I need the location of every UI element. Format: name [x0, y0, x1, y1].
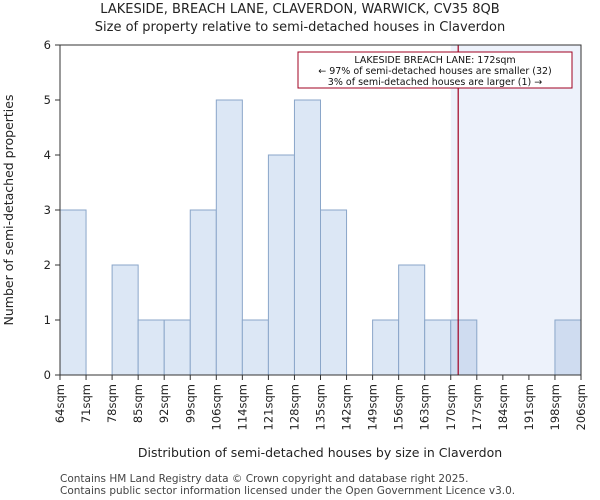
plot-area: LAKESIDE BREACH LANE: 172sqm ← 97% of se…	[44, 38, 588, 430]
bar-163sqm	[424, 319, 452, 376]
x-tick-label-177sqm: 177sqm	[470, 384, 484, 430]
bar-99sqm	[189, 209, 217, 376]
x-tick-label-135sqm: 135sqm	[314, 384, 328, 430]
y-tick-label-5: 5	[44, 93, 51, 107]
annotation-line-3: 3% of semi-detached houses are larger (1…	[328, 77, 542, 88]
bar-156sqm	[398, 264, 426, 376]
bar-135sqm	[320, 209, 348, 376]
x-tick-label-184sqm: 184sqm	[496, 384, 510, 430]
y-axis: 0 1 2 3 4 5 6	[44, 38, 60, 382]
footer-line-1: Contains HM Land Registry data © Crown c…	[60, 473, 468, 485]
y-tick-label-2: 2	[44, 258, 51, 272]
x-tick-label-71sqm: 71sqm	[79, 384, 93, 423]
x-tick-label-106sqm: 106sqm	[209, 384, 223, 430]
bar-64sqm	[59, 209, 87, 376]
x-tick-label-163sqm: 163sqm	[418, 384, 432, 430]
x-tick-label-78sqm: 78sqm	[105, 384, 119, 423]
bar-85sqm	[137, 319, 165, 376]
x-tick-label-64sqm: 64sqm	[53, 384, 67, 423]
x-tick-label-142sqm: 142sqm	[340, 384, 354, 430]
bar-92sqm	[163, 319, 191, 376]
x-tick-label-170sqm: 170sqm	[444, 384, 458, 430]
x-tick-label-191sqm: 191sqm	[522, 384, 536, 430]
bar-170sqm	[450, 319, 478, 376]
x-tick-label-156sqm: 156sqm	[392, 384, 406, 430]
bar-128sqm	[293, 99, 322, 376]
bar-121sqm	[267, 154, 295, 376]
annotation-line-1: LAKESIDE BREACH LANE: 172sqm	[354, 55, 515, 66]
y-tick-label-6: 6	[44, 38, 51, 52]
bar-78sqm	[111, 264, 139, 376]
x-tick-label-114sqm: 114sqm	[235, 384, 249, 430]
y-tick-label-0: 0	[44, 368, 51, 382]
x-axis-label: Distribution of semi-detached houses by …	[138, 445, 502, 460]
bar-106sqm	[215, 99, 243, 376]
annotation-box-border	[297, 51, 573, 89]
y-tick-label-1: 1	[44, 313, 51, 327]
y-axis-label: Number of semi-detached properties	[1, 95, 16, 326]
x-tick-label-85sqm: 85sqm	[131, 384, 145, 423]
annotation-line-2: ← 97% of semi-detached houses are smalle…	[318, 66, 552, 77]
x-tick-label-121sqm: 121sqm	[261, 384, 275, 430]
chart-subtitle: Size of property relative to semi-detach…	[95, 20, 505, 35]
footer-line-2: Contains public sector information licen…	[60, 485, 515, 497]
x-tick-label-128sqm: 128sqm	[287, 384, 301, 430]
x-tick-label-99sqm: 99sqm	[183, 384, 197, 423]
x-tick-label-149sqm: 149sqm	[366, 384, 380, 430]
bars-group	[59, 99, 582, 376]
bar-198sqm	[554, 319, 582, 376]
annotation-box: LAKESIDE BREACH LANE: 172sqm ← 97% of se…	[297, 51, 573, 89]
bar-114sqm	[241, 319, 269, 376]
x-tick-label-198sqm: 198sqm	[548, 384, 562, 430]
x-tick-label-92sqm: 92sqm	[157, 384, 171, 423]
bar-149sqm	[372, 319, 400, 376]
y-tick-label-3: 3	[44, 203, 51, 217]
x-axis: 64sqm 71sqm 78sqm 85sqm 92sqm 99sqm 106sqm 114s…	[53, 375, 588, 430]
x-tick-label-206sqm: 206sqm	[574, 384, 588, 430]
y-tick-label-4: 4	[44, 148, 51, 162]
chart-title: LAKESIDE, BREACH LANE, CLAVERDON, WARWIC…	[100, 2, 499, 17]
